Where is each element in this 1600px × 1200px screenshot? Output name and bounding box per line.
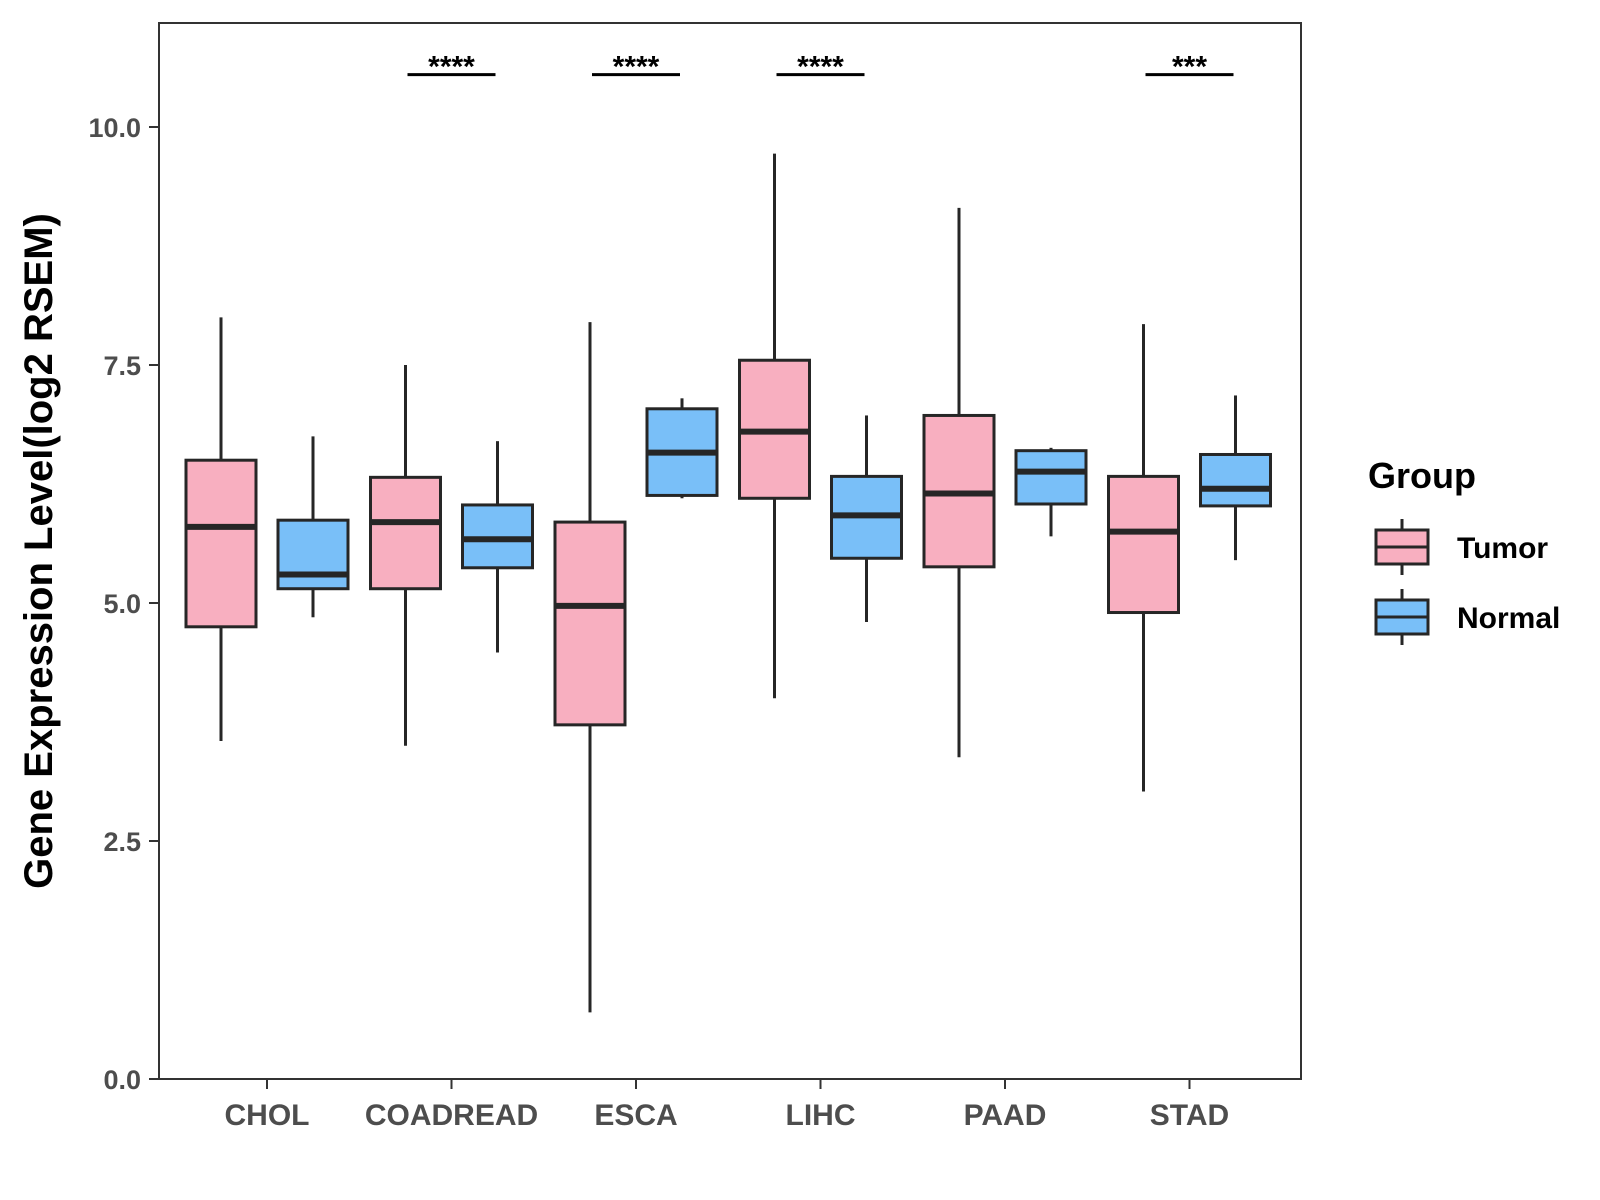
box-tumor-chol: [184, 317, 258, 742]
x-axis: CHOL COADREAD ESCA LIHC PAAD STAD: [225, 1079, 1229, 1132]
box-normal-coadread: [461, 441, 534, 653]
box-body: [276, 518, 350, 591]
box-body: [1199, 452, 1272, 508]
box-tumor-esca: [553, 322, 627, 1013]
significance-label: ***: [1172, 51, 1207, 84]
legend-label: Normal: [1457, 602, 1560, 635]
x-tick-label: STAD: [1150, 1099, 1229, 1132]
box-body: [553, 520, 627, 727]
box-normal-stad: [1199, 395, 1272, 561]
legend-entry-tumor: Tumor: [1374, 519, 1548, 575]
box-normal-chol: [276, 436, 350, 618]
legend-entry-normal: Normal: [1374, 589, 1560, 645]
y-tick-label: 10.0: [88, 113, 141, 143]
box-tumor-lihc: [738, 153, 811, 699]
significance-label: ****: [613, 51, 660, 84]
significance-layer: **** **** **** ***: [407, 51, 1234, 84]
box-tumor-coadread: [369, 365, 442, 746]
box-normal-lihc: [830, 415, 903, 623]
box-body: [184, 458, 258, 629]
box-normal-paad: [1014, 447, 1088, 537]
x-tick-label: PAAD: [964, 1099, 1047, 1132]
significance-label: ****: [797, 51, 844, 84]
box-normal-esca: [645, 398, 719, 499]
box-tumor-paad: [922, 207, 996, 758]
y-tick-label: 7.5: [103, 351, 141, 381]
legend: Group Tumor Normal: [1368, 455, 1560, 645]
x-tick-label: ESCA: [594, 1099, 677, 1132]
y-axis-title: Gene Expression Level(log2 RSEM): [17, 213, 61, 889]
boxes-layer: [184, 153, 1272, 1013]
x-tick-label: CHOL: [225, 1099, 310, 1132]
x-tick-label: COADREAD: [365, 1099, 538, 1132]
legend-title: Group: [1368, 455, 1476, 496]
legend-label: Tumor: [1457, 532, 1548, 565]
box-tumor-stad: [1107, 324, 1180, 792]
y-axis: 0.0 2.5 5.0 7.5 10.0: [88, 113, 159, 1095]
y-tick-label: 2.5: [103, 827, 141, 857]
box-body: [1107, 474, 1180, 615]
y-tick-label: 5.0: [103, 589, 141, 619]
y-tick-label: 0.0: [103, 1065, 141, 1095]
box-body: [1014, 449, 1088, 506]
significance-label: ****: [428, 51, 475, 84]
box-body: [369, 475, 442, 591]
x-tick-label: LIHC: [786, 1099, 856, 1132]
